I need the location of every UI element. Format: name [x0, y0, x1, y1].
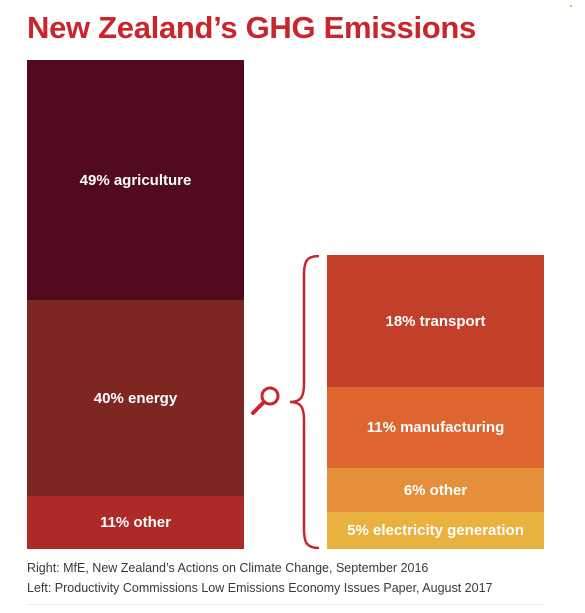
bar-transport-label: 18% transport	[385, 312, 486, 330]
magnifier-icon	[251, 386, 280, 415]
bar-electricity-generation-label: 5% electricity generation	[347, 522, 524, 539]
source-right: Right: MfE, New Zealand’s Actions on Cli…	[27, 561, 429, 575]
magnifier-lens	[260, 386, 280, 406]
bar-energy: 40% energy	[27, 300, 244, 496]
right-stacked-bar: 18% transport 11% manufacturing 6% other 5%…	[327, 255, 544, 549]
curly-bracket-icon	[289, 255, 320, 549]
bar-manufacturing: 11% manufacturing	[327, 387, 544, 468]
bar-other-right-label: 6% other	[403, 481, 468, 499]
bar-manufacturing-label: 11% manufacturing	[366, 419, 505, 436]
corner-mark	[570, 5, 572, 7]
bracket-path	[289, 255, 320, 549]
bar-electricity-generation: 5% electricity generation	[327, 512, 544, 549]
bar-agriculture: 49% agriculture	[27, 60, 244, 300]
bar-agriculture-label: 49% agriculture	[79, 171, 192, 189]
bar-energy-label: 40% energy	[93, 389, 178, 407]
bar-other-left-label: 11% other	[100, 514, 171, 531]
source-left: Left: Productivity Commissions Low Emiss…	[27, 581, 493, 595]
left-stacked-bar: 49% agriculture 40% energy 11% other	[27, 60, 244, 549]
bar-transport: 18% transport	[327, 255, 544, 387]
chart-title: New Zealand’s GHG Emissions	[27, 10, 476, 45]
bar-other-left: 11% other	[27, 496, 244, 549]
divider	[27, 604, 544, 605]
bar-other-right: 6% other	[327, 468, 544, 512]
magnifier-handle	[251, 400, 266, 415]
